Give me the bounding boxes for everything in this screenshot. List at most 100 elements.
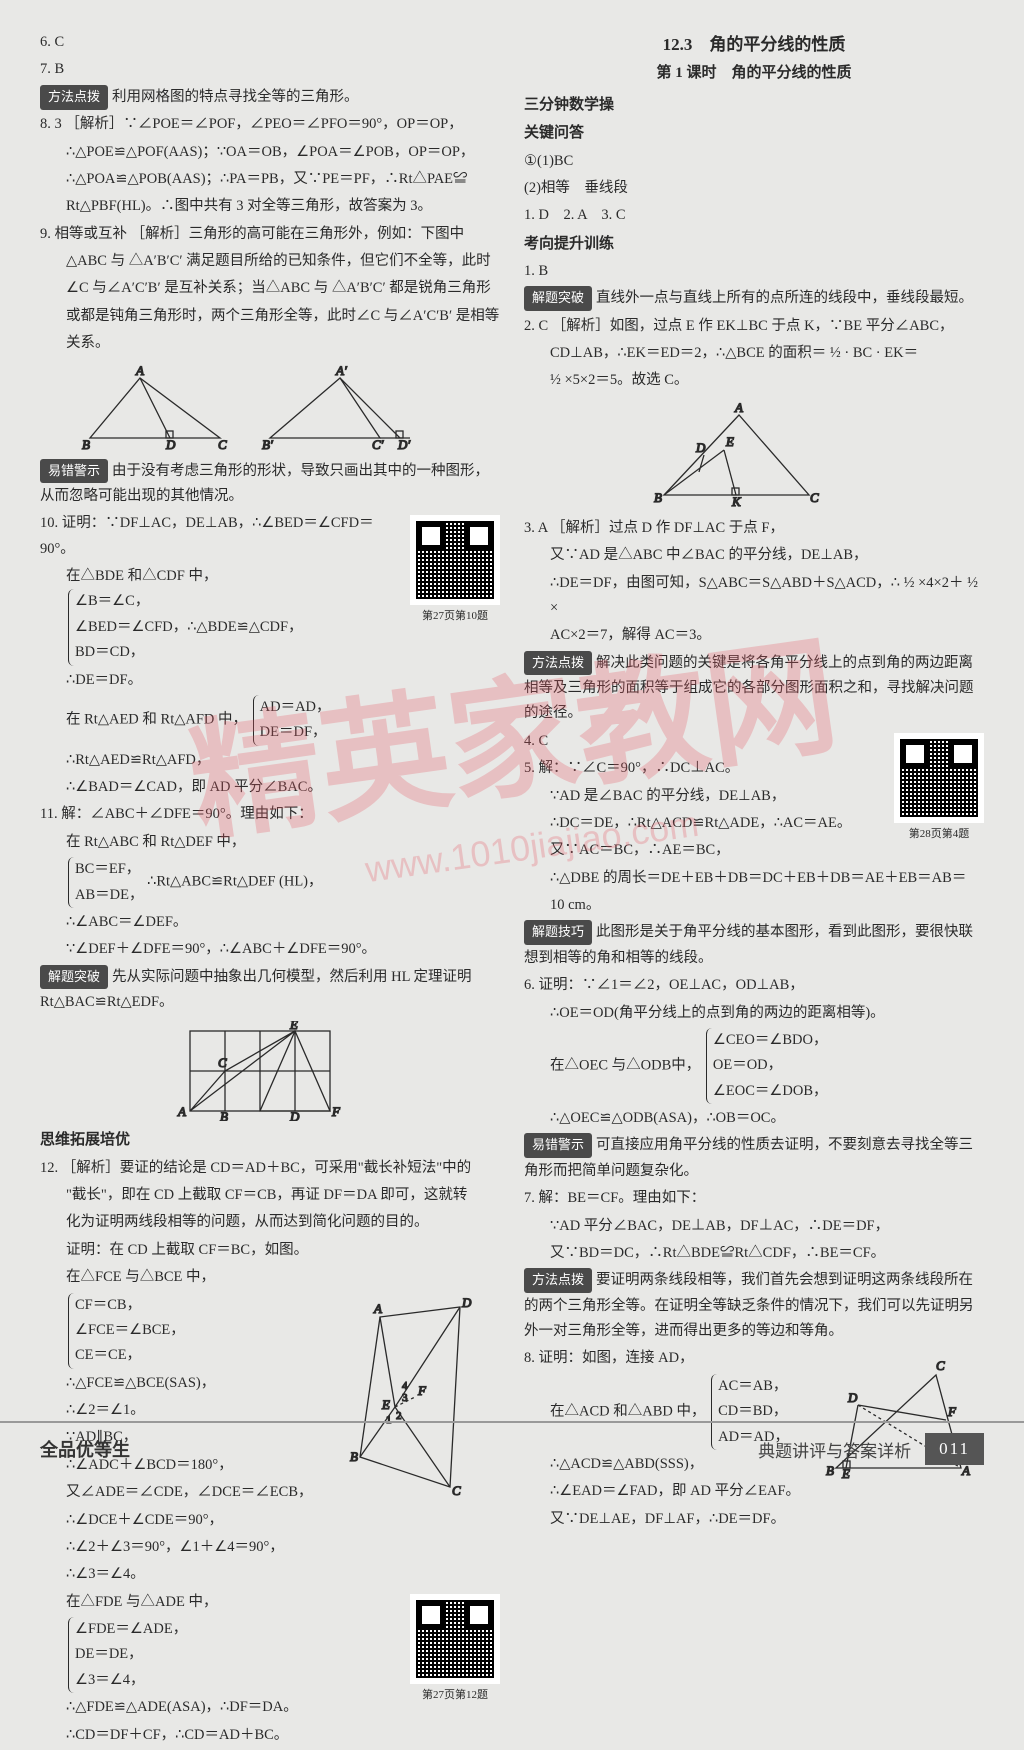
- svg-text:C′: C′: [372, 437, 384, 452]
- brace-line: AC＝AB，: [718, 1378, 787, 1394]
- solution-line: 又∵AD 是△ABC 中∠BAC 的平分线，DE⊥AB，: [524, 543, 984, 568]
- brace-line: ∠BED＝∠CFD，∴△BDE≌△CDF，: [75, 619, 303, 635]
- right-column: 12.3 角的平分线的性质 第 1 课时 角的平分线的性质 三分钟数学操 关键问…: [524, 30, 984, 1475]
- section-title-block: 12.3 角的平分线的性质 第 1 课时 角的平分线的性质: [524, 30, 984, 86]
- solution-text: ∴Rt△ABC≌Rt△DEF (HL)，: [147, 874, 322, 890]
- hint-line: 方法点拨利用网格图的特点寻找全等的三角形。: [40, 85, 500, 110]
- solution-line: Rt△PBF(HL)。∴图中共有 3 对全等三角形，故答案为 3。: [40, 194, 500, 219]
- svg-text:D′: D′: [397, 437, 410, 452]
- svg-text:C: C: [936, 1358, 945, 1373]
- qr-code-3: 第28页第4题: [894, 733, 984, 844]
- solution-line: 又∵BD＝DC，∴Rt△BDE≌Rt△CDF，∴BE＝CF。: [524, 1241, 984, 1266]
- qr-icon: [410, 1594, 500, 1684]
- svg-text:A: A: [135, 363, 144, 378]
- brace-line: ∠B＝∠C，: [75, 593, 149, 609]
- solution-line: ½ ×5×2＝5。故选 C。: [524, 368, 984, 393]
- footer-left-text: 全品优等生: [40, 1436, 130, 1462]
- answer-line: 1. D 2. A 3. C: [524, 203, 984, 228]
- proof-line: ∴Rt△AED≌Rt△AFD，: [40, 748, 500, 773]
- proof-text: 在△OEC 与△ODB中，: [550, 1057, 700, 1073]
- answer-line: ①(1)BC: [524, 149, 984, 174]
- brace-line: ∠3＝∠4，: [75, 1672, 145, 1688]
- svg-text:C: C: [218, 437, 227, 452]
- chip-break: 解题突破: [40, 965, 108, 990]
- page-container: 6. C 7. B 方法点拨利用网格图的特点寻找全等的三角形。 8. 3 ［解析…: [0, 0, 1024, 1475]
- hint-line: 解题突破直线外一点与直线上所有的点所连的线段中，垂线段最短。: [524, 286, 984, 311]
- page-number-badge: 011: [925, 1433, 984, 1465]
- svg-text:F: F: [417, 1383, 427, 1398]
- solution-line: 3. A ［解析］过点 D 作 DF⊥AC 于点 F，: [524, 516, 984, 541]
- solution-line: △ABC 与 △A′B′C′ 满足题目所给的已知条件，但它们不全等，此时: [40, 249, 500, 274]
- svg-text:B: B: [82, 437, 90, 452]
- solution-line: ∴∠3＝∠4。: [40, 1562, 500, 1587]
- brace-group: ∠FDE＝∠ADE， DE＝DE， ∠3＝∠4，: [68, 1617, 187, 1693]
- brace-line: CF＝CB，: [75, 1297, 141, 1313]
- hint-text: 直线外一点与直线上所有的点所连的线段中，垂线段最短。: [596, 290, 973, 306]
- footer-right-text: 典题讲评与答案详析: [758, 1437, 911, 1462]
- solution-line: 证明：在 CD 上截取 CF＝BC，如图。: [40, 1238, 500, 1263]
- brace-group: AD＝AD， DE＝DF，: [253, 695, 331, 746]
- svg-text:2: 2: [396, 1410, 402, 1422]
- proof-line: ∴∠BAD＝∠CAD，即 AD 平分∠BAC。: [40, 775, 500, 800]
- answer-line: 1. B: [524, 259, 984, 284]
- solution-line: 或都是钝角三角形时，两个三角形全等，此时∠C 与∠A′C′B′ 是相等: [40, 304, 500, 329]
- solution-line: 关系。: [40, 331, 500, 356]
- section-heading: 考向提升训练: [524, 231, 984, 257]
- brace-line: DE＝DF，: [260, 724, 327, 740]
- hint-line: 方法点拨要证明两条线段相等，我们首先会想到证明这两条线段所在的两个三角形全等。在…: [524, 1268, 984, 1344]
- solution-line: 12. ［解析］要证的结论是 CD＝AD＋BC，可采用"截长补短法"中的: [40, 1156, 500, 1181]
- brace-line: BD＝CD，: [75, 644, 144, 660]
- qr-icon: [894, 733, 984, 823]
- svg-text:C: C: [218, 1055, 227, 1070]
- solution-line: ∵∠DEF＋∠DFE＝90°，∴∠ABC＋∠DFE＝90°。: [40, 937, 500, 962]
- qr-code-2: 第27页第12题: [410, 1594, 500, 1705]
- svg-text:B: B: [654, 490, 662, 505]
- solution-line: 8. 3 ［解析］∵∠POE＝∠POF，∠PEO＝∠PFO＝90°，OP＝OP，: [40, 112, 500, 137]
- solution-line: ∴△POA≌△POB(AAS)；∴PA＝PB，又∵PE＝PF，∴Rt△PAE≌: [40, 167, 500, 192]
- qr-caption: 第28页第4题: [894, 825, 984, 844]
- brace-group: CF＝CB， ∠FCE＝∠BCE， CE＝CE，: [68, 1293, 185, 1369]
- diagram-triangle-ek: A B C D E K: [644, 400, 824, 510]
- svg-text:B: B: [220, 1109, 228, 1121]
- qr-icon: [410, 515, 500, 605]
- diagram-grid-triangles: A B C D E F: [160, 1021, 360, 1121]
- left-column: 6. C 7. B 方法点拨利用网格图的特点寻找全等的三角形。 8. 3 ［解析…: [40, 30, 500, 1475]
- solution-line: 11. 解：∠ABC＋∠DFE＝90°。理由如下：: [40, 802, 500, 827]
- solution-line: ∴△POE≌△POF(AAS)；∵OA＝OB，∠POA＝∠POB，OP＝OP，: [40, 140, 500, 165]
- qr-caption: 第27页第12题: [410, 1686, 500, 1705]
- brace-line: ∠CEO＝∠BDO，: [713, 1032, 828, 1048]
- svg-text:C: C: [452, 1483, 461, 1497]
- solution-line: "截长"，即在 CD 上截取 CF＝CB，再证 DF＝DA 即可，这就转: [40, 1183, 500, 1208]
- proof-line: ∴OE＝OD(角平分线上的点到角的两边的距离相等)。: [524, 1001, 984, 1026]
- brace-line: ∠FCE＝∠BCE，: [75, 1322, 185, 1338]
- brace-line: CE＝CE，: [75, 1347, 141, 1363]
- solution-line: 10 cm。: [524, 893, 984, 918]
- hint-line: 方法点拨解决此类问题的关键是将各角平分线上的点到角的两边距离相等及三角形的面积等…: [524, 651, 984, 727]
- svg-text:E: E: [381, 1397, 390, 1412]
- svg-text:F: F: [331, 1104, 341, 1119]
- proof-line: ∴DE＝DF。: [40, 668, 500, 693]
- answer-line: 7. B: [40, 57, 500, 82]
- solution-line: 化为证明两线段相等的问题，从而达到简化问题的目的。: [40, 1210, 500, 1235]
- svg-text:E: E: [725, 434, 734, 449]
- section-title-main: 12.3 角的平分线的性质: [524, 30, 984, 60]
- chip-method: 方法点拨: [40, 85, 108, 110]
- diagram-two-triangles: A B C D A′ B′ C′ D′: [70, 363, 430, 453]
- solution-line: ∴∠ABC＝∠DEF。: [40, 910, 500, 935]
- proof-line: 又∵DE⊥AE，DF⊥AF，∴DE＝DF。: [524, 1507, 984, 1532]
- svg-text:K: K: [731, 494, 742, 509]
- proof-text: 在△BDE 和△CDF 中，: [66, 568, 217, 584]
- solution-line: ∴∠DCE＋∠CDE＝90°，: [40, 1508, 500, 1533]
- chip-method: 方法点拨: [524, 1268, 592, 1293]
- answer-line: (2)相等 垂线段: [524, 176, 984, 201]
- svg-text:A: A: [177, 1104, 186, 1119]
- footer-right: 典题讲评与答案详析 011: [758, 1433, 984, 1465]
- page-footer: 全品优等生 典题讲评与答案详析 011: [0, 1421, 1024, 1475]
- svg-text:4: 4: [402, 1380, 408, 1392]
- proof-line: 在△OEC 与△ODB中， ∠CEO＝∠BDO， OE＝OD， ∠EOC＝∠DO…: [524, 1028, 984, 1104]
- section-heading: 关键问答: [524, 120, 984, 146]
- proof-text: 在△ACD 和△ABD 中，: [550, 1403, 705, 1419]
- chip-skill: 解题技巧: [524, 920, 592, 945]
- solution-line: ∠C 与∠A′C′B′ 是互补关系；当△ABC 与 △A′B′C′ 都是锐角三角…: [40, 276, 500, 301]
- proof-line: ∴△OEC≌△ODB(ASA)，∴OB＝OC。: [524, 1106, 984, 1131]
